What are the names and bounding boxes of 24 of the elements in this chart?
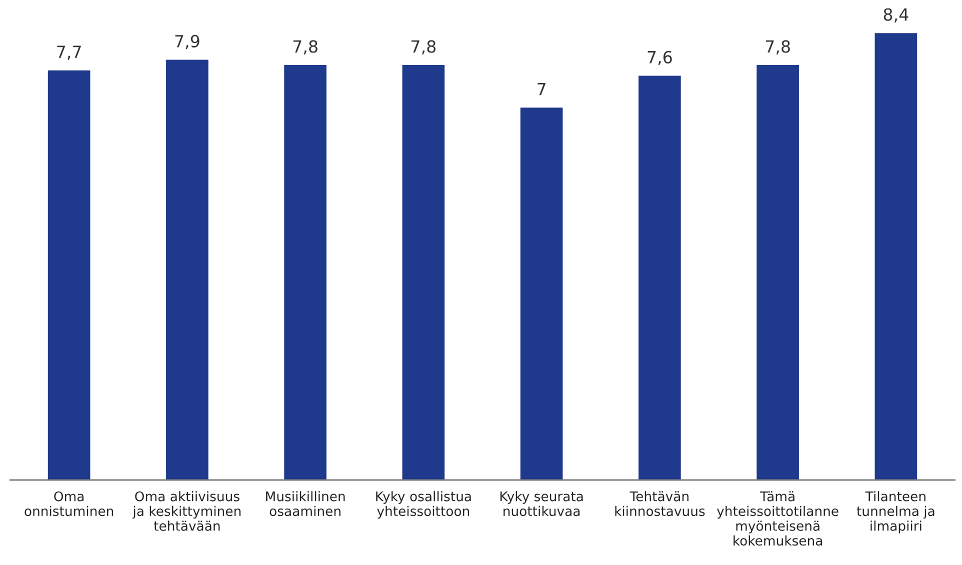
data-label: 7,7 <box>57 46 81 60</box>
data-label: 7,8 <box>412 40 436 54</box>
bar <box>519 106 564 480</box>
bar <box>400 64 446 480</box>
x-tick-label: Kyky seurata nuottikuvaa <box>500 491 583 516</box>
x-tick-label: Tehtävän kiinnostavuus <box>615 491 705 516</box>
bar <box>282 64 328 480</box>
data-label: 7,8 <box>766 40 790 54</box>
x-tick-label: Oma onnistuminen <box>24 491 114 516</box>
x-tick-label: Musiikillinen osaaminen <box>266 491 345 516</box>
x-tick-label: Oma aktiivisuus ja keskittyminen tehtävään <box>132 491 241 531</box>
bar <box>164 58 210 480</box>
data-label: 7,8 <box>293 40 318 54</box>
bar <box>755 64 800 480</box>
bar <box>46 68 92 480</box>
data-label: 7 <box>538 83 546 96</box>
x-tick-label: Tilanteen tunnelma ja ilmapiiri <box>856 491 934 534</box>
bar <box>637 74 682 480</box>
data-label: 8,4 <box>884 8 908 23</box>
x-tick-label: Tämä yhteissoittotilanne myönteisenä kokemuksena <box>716 491 838 546</box>
data-label: 7,9 <box>175 34 200 50</box>
x-tick-label: Kyky osallistua yhteissoittoon <box>376 491 471 519</box>
data-label: 7,6 <box>648 50 672 66</box>
bar <box>873 32 918 480</box>
